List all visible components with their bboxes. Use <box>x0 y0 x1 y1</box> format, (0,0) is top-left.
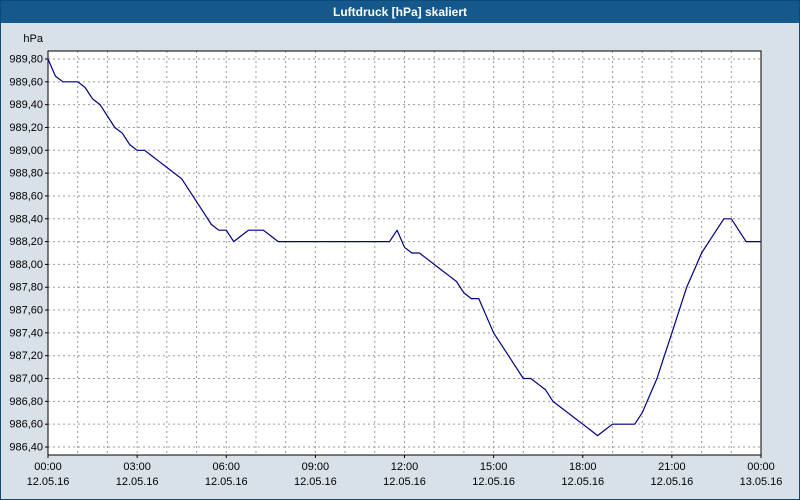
svg-text:03:00: 03:00 <box>123 461 151 473</box>
svg-text:988,20: 988,20 <box>9 236 43 248</box>
svg-text:12.05.16: 12.05.16 <box>27 476 70 488</box>
svg-text:989,20: 989,20 <box>9 122 43 134</box>
window-title: Luftdruck [hPa] skaliert <box>332 5 468 19</box>
svg-text:12.05.16: 12.05.16 <box>383 476 426 488</box>
svg-text:15:00: 15:00 <box>480 461 508 473</box>
svg-text:21:00: 21:00 <box>658 461 686 473</box>
svg-text:987,80: 987,80 <box>9 282 43 294</box>
svg-text:13.05.16: 13.05.16 <box>740 476 783 488</box>
svg-text:hPa: hPa <box>23 33 43 45</box>
chart-area: 989,80 989,60 989,40 989,20 989,00 988,80 988,… <box>1 23 799 499</box>
svg-text:12.05.16: 12.05.16 <box>116 476 159 488</box>
svg-text:989,40: 989,40 <box>9 99 43 111</box>
svg-text:12.05.16: 12.05.16 <box>472 476 515 488</box>
svg-text:988,40: 988,40 <box>9 213 43 225</box>
svg-text:12.05.16: 12.05.16 <box>205 476 248 488</box>
svg-text:12.05.16: 12.05.16 <box>294 476 337 488</box>
svg-text:988,00: 988,00 <box>9 259 43 271</box>
svg-text:988,80: 988,80 <box>9 168 43 180</box>
svg-text:18:00: 18:00 <box>569 461 597 473</box>
svg-text:989,00: 989,00 <box>9 145 43 157</box>
svg-text:09:00: 09:00 <box>302 461 330 473</box>
svg-text:988,60: 988,60 <box>9 190 43 202</box>
window-titlebar[interactable]: Luftdruck [hPa] skaliert <box>1 1 799 23</box>
svg-text:12.05.16: 12.05.16 <box>650 476 693 488</box>
svg-text:00:00: 00:00 <box>747 461 775 473</box>
svg-text:06:00: 06:00 <box>212 461 240 473</box>
svg-text:987,60: 987,60 <box>9 305 43 317</box>
svg-text:987,00: 987,00 <box>9 373 43 385</box>
svg-text:00:00: 00:00 <box>34 461 62 473</box>
svg-text:12.05.16: 12.05.16 <box>561 476 604 488</box>
svg-text:986,80: 986,80 <box>9 396 43 408</box>
svg-text:987,20: 987,20 <box>9 350 43 362</box>
svg-text:989,60: 989,60 <box>9 76 43 88</box>
svg-text:986,60: 986,60 <box>9 419 43 431</box>
pressure-line-chart: 989,80 989,60 989,40 989,20 989,00 988,80 988,… <box>9 33 783 488</box>
svg-text:989,80: 989,80 <box>9 54 43 66</box>
svg-text:986,40: 986,40 <box>9 442 43 454</box>
svg-text:12:00: 12:00 <box>391 461 419 473</box>
svg-text:987,40: 987,40 <box>9 327 43 339</box>
